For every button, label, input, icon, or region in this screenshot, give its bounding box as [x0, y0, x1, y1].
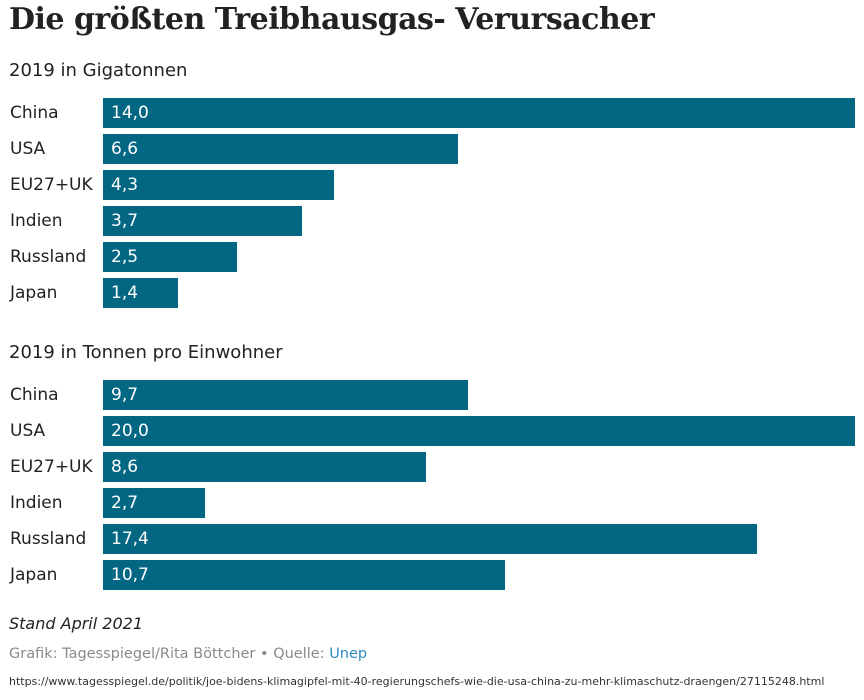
bar: 3,7: [103, 206, 302, 236]
bar-value-label: 4,3: [111, 175, 139, 195]
bar-value-label: 17,4: [111, 529, 149, 549]
category-label: Japan: [10, 283, 58, 303]
bar: 14,0: [103, 98, 855, 128]
bar: 9,7: [103, 380, 468, 410]
bar: 4,3: [103, 170, 334, 200]
panel-2-subtitle: 2019 in Tonnen pro Einwohner: [9, 342, 283, 363]
source-label: Quelle:: [273, 646, 325, 662]
chart-title: Die größten Treibhausgas- Verursacher: [9, 2, 655, 37]
category-label: Japan: [10, 565, 58, 585]
stand-note: Stand April 2021: [9, 614, 143, 633]
category-label: Russland: [10, 529, 87, 549]
bar: 2,7: [103, 488, 205, 518]
page-url: https://www.tagesspiegel.de/politik/joe-…: [9, 675, 825, 688]
source-link[interactable]: Unep: [329, 646, 368, 662]
bar: 10,7: [103, 560, 505, 590]
panel-1-subtitle: 2019 in Gigatonnen: [9, 60, 188, 81]
bar: 2,5: [103, 242, 237, 272]
bar-value-label: 6,6: [111, 139, 139, 159]
bar: 8,6: [103, 452, 426, 482]
credit-line: Grafik: Tagesspiegel/Rita Böttcher • Que…: [9, 646, 367, 662]
bar-value-label: 1,4: [111, 283, 139, 303]
bar-value-label: 20,0: [111, 421, 149, 441]
credit-separator: •: [260, 646, 269, 662]
category-label: Indien: [10, 493, 63, 513]
category-label: EU27+UK: [10, 457, 93, 477]
category-label: Indien: [10, 211, 63, 231]
bar-value-label: 3,7: [111, 211, 139, 231]
category-label: China: [10, 385, 59, 405]
credit-text: Grafik: Tagesspiegel/Rita Böttcher: [9, 646, 256, 662]
category-label: EU27+UK: [10, 175, 93, 195]
category-label: USA: [10, 139, 46, 159]
bar-value-label: 10,7: [111, 565, 149, 585]
category-label: Russland: [10, 247, 87, 267]
bar-value-label: 9,7: [111, 385, 139, 405]
bar-value-label: 2,7: [111, 493, 139, 513]
category-label: USA: [10, 421, 46, 441]
bar: 1,4: [103, 278, 178, 308]
bar-value-label: 8,6: [111, 457, 139, 477]
bar: 20,0: [103, 416, 855, 446]
category-label: China: [10, 103, 59, 123]
bar-value-label: 14,0: [111, 103, 149, 123]
bar-value-label: 2,5: [111, 247, 139, 267]
bar: 6,6: [103, 134, 458, 164]
bar: 17,4: [103, 524, 757, 554]
